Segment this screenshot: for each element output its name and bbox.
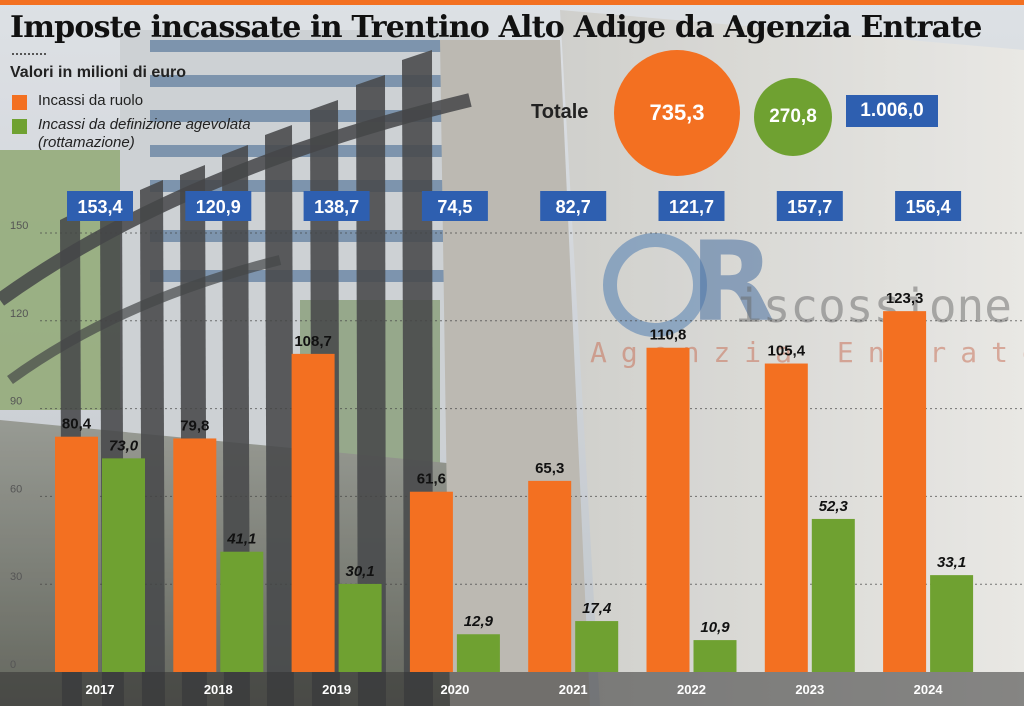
sign-word-1: iscossione <box>735 279 1012 333</box>
page-title: Imposte incassate in Trentino Alto Adige… <box>10 10 982 45</box>
data-label-rottamazione: 73,0 <box>109 437 139 454</box>
x-tick-label: 2018 <box>204 682 233 697</box>
y-tick-label: 0 <box>10 659 16 671</box>
data-label-rottamazione: 12,9 <box>464 613 494 630</box>
legend-label-rottamazione: Incassi da definizione agevolata (rottam… <box>38 116 251 151</box>
bar-ruolo <box>883 311 927 672</box>
top-rule <box>0 0 1024 5</box>
data-label-rottamazione: 52,3 <box>819 498 849 515</box>
year-total-label: 121,7 <box>669 197 714 217</box>
year-total-label: 157,7 <box>787 197 832 217</box>
year-total-box <box>303 191 370 221</box>
legend-swatch-ruolo <box>12 95 27 110</box>
bar-ruolo <box>409 491 453 672</box>
bar-ruolo <box>646 347 690 672</box>
data-label-ruolo: 65,3 <box>535 460 564 477</box>
data-label-rottamazione: 33,1 <box>937 554 966 571</box>
bar-rottamazione <box>693 640 737 672</box>
legend-item-rottamazione: Incassi da definizione agevolata (rottam… <box>12 116 302 152</box>
x-tick-label: 2022 <box>677 682 706 697</box>
year-total-label: 82,7 <box>556 197 591 217</box>
x-tick-label: 2020 <box>440 682 469 697</box>
totale-label: Totale <box>531 101 589 123</box>
bar-ruolo <box>528 480 572 672</box>
total-overall-box: 1.006,0 <box>846 95 938 127</box>
bar-ruolo <box>173 438 217 672</box>
legend-item-ruolo: Incassi da ruolo <box>12 92 302 110</box>
year-total-box <box>185 191 252 221</box>
year-total-label: 153,4 <box>77 197 122 217</box>
bar-rottamazione <box>102 458 145 672</box>
total-ruolo-circle: 735,3 <box>614 50 740 176</box>
year-total-label: 120,9 <box>196 197 241 217</box>
bar-rottamazione <box>338 583 382 672</box>
y-tick-label: 30 <box>10 571 22 583</box>
bar-rottamazione <box>456 634 500 672</box>
data-label-rottamazione: 41,1 <box>226 531 256 548</box>
y-tick-label: 120 <box>10 308 28 320</box>
data-label-ruolo: 110,8 <box>650 327 687 344</box>
legend-swatch-rottamazione <box>12 119 27 134</box>
data-label-ruolo: 79,8 <box>180 417 209 434</box>
data-label-rottamazione: 10,9 <box>700 619 730 636</box>
bar-ruolo <box>55 436 98 672</box>
data-label-ruolo: 80,4 <box>62 416 92 433</box>
year-total-label: 156,4 <box>906 197 951 217</box>
x-tick-label: 2023 <box>795 682 824 697</box>
y-tick-label: 60 <box>10 483 22 495</box>
svg-text:R: R <box>690 218 775 346</box>
x-tick-label: 2024 <box>914 682 944 697</box>
year-total-box <box>540 191 607 221</box>
x-tick-label: 2017 <box>86 682 115 697</box>
y-tick-label: 90 <box>10 396 22 408</box>
year-total-box <box>658 191 725 221</box>
x-axis-strip <box>0 672 1024 706</box>
bar-rottamazione <box>930 575 974 672</box>
title-divider <box>12 53 46 55</box>
year-total-label: 138,7 <box>314 197 359 217</box>
bar-ruolo <box>764 363 808 672</box>
data-label-rottamazione: 17,4 <box>582 600 612 617</box>
bar-ruolo <box>291 353 335 672</box>
year-total-label: 74,5 <box>437 197 472 217</box>
bar-rottamazione <box>811 518 855 672</box>
year-total-box <box>895 191 962 221</box>
data-label-ruolo: 123,3 <box>886 290 924 307</box>
data-label-ruolo: 105,4 <box>768 343 806 360</box>
x-tick-label: 2021 <box>559 682 588 697</box>
data-label-rottamazione: 30,1 <box>345 563 374 580</box>
chart-subtitle: Valori in milioni di euro <box>10 64 187 81</box>
bar-rottamazione <box>575 621 619 672</box>
y-tick-label: 150 <box>10 220 28 232</box>
year-total-box <box>421 191 488 221</box>
x-tick-label: 2019 <box>322 682 351 697</box>
year-total-box <box>776 191 843 221</box>
bar-rottamazione <box>220 551 264 672</box>
total-rottamazione-circle: 270,8 <box>754 78 832 156</box>
data-label-ruolo: 108,7 <box>294 333 332 350</box>
data-label-ruolo: 61,6 <box>417 471 446 488</box>
year-total-box <box>67 191 133 221</box>
legend-label-ruolo: Incassi da ruolo <box>38 92 144 109</box>
legend: Incassi da ruolo Incassi da definizione … <box>12 92 302 158</box>
